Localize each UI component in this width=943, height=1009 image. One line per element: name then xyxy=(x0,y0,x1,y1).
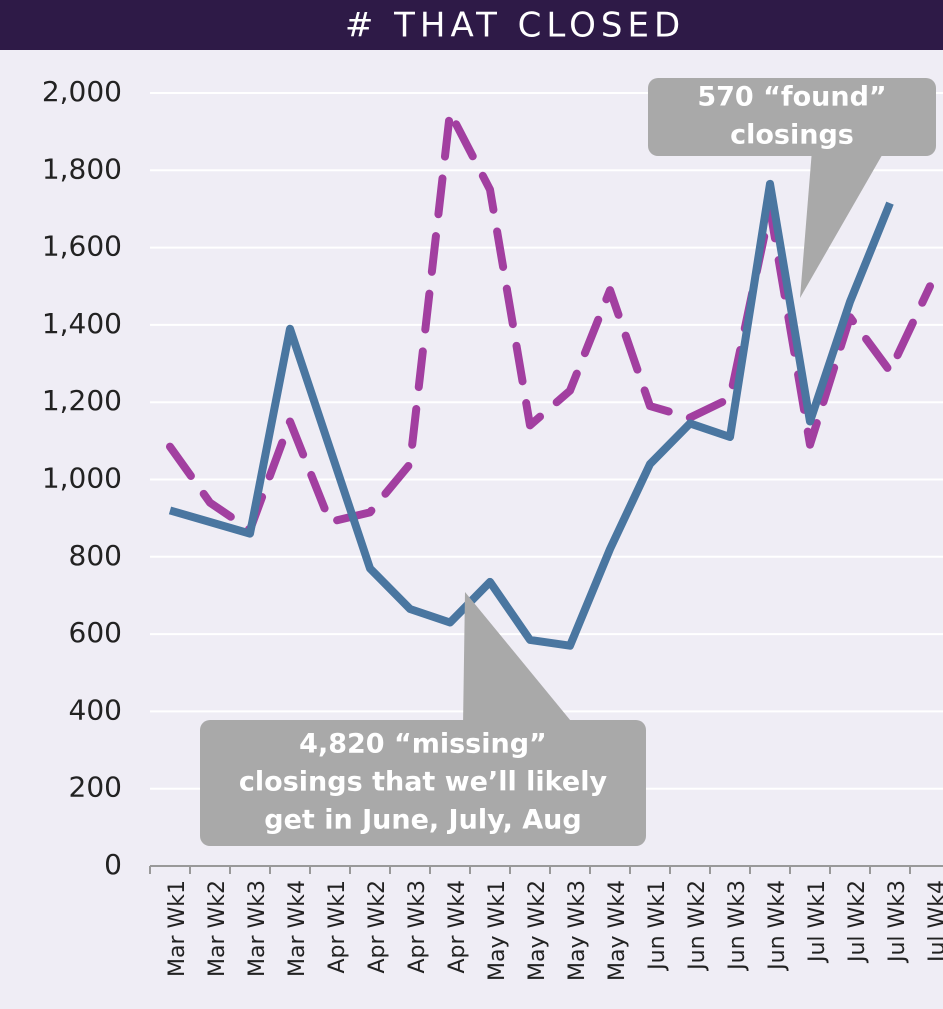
y-tick-label: 800 xyxy=(69,539,122,572)
chart-title: # THAT CLOSED xyxy=(345,6,685,46)
y-tick-label: 1,000 xyxy=(42,462,122,495)
x-tick-label: May Wk3 xyxy=(565,880,590,981)
annotation-text: 570 “found” xyxy=(697,82,886,113)
plot xyxy=(166,108,934,650)
y-tick-label: 1,200 xyxy=(42,384,122,417)
grid: 0 200 400 600 800 1,000 1,200 1,400 1,600 1,800 2,… xyxy=(42,75,943,981)
callout-pointer xyxy=(463,592,575,726)
x-tick-label: Mar Wk4 xyxy=(285,880,310,977)
x-tick-label: Mar Wk1 xyxy=(165,880,190,977)
x-tick-label: Jun Wk3 xyxy=(725,880,750,972)
x-tick-label: Apr Wk4 xyxy=(445,880,470,974)
annotation-text: 4,820 “missing” xyxy=(299,729,547,760)
y-tick-label: 200 xyxy=(69,771,122,804)
y-tick-label: 1,800 xyxy=(42,152,122,185)
callout-box xyxy=(200,720,646,846)
annotation-text: closings that we’ll likely xyxy=(239,767,608,798)
y-tick-label: 1,600 xyxy=(42,230,122,263)
y-tick-label: 600 xyxy=(69,616,122,649)
y-tick-label: 0 xyxy=(104,848,122,881)
callout-box xyxy=(648,78,936,156)
x-tick-label: Jul Wk4 xyxy=(925,880,943,964)
y-tick-label: 2,000 xyxy=(42,75,122,108)
x-tick-label: Jun Wk1 xyxy=(645,880,670,972)
x-tick-label: May Wk4 xyxy=(605,880,630,981)
annotations: 570 “found” closings 4,820 “missing” closin… xyxy=(200,78,936,846)
series-line xyxy=(168,179,894,650)
header-band xyxy=(0,0,943,50)
x-tick-label: Jul Wk3 xyxy=(885,880,910,964)
annotation-text: get in June, July, Aug xyxy=(264,805,581,836)
x-tick-label: Jul Wk2 xyxy=(845,880,870,964)
y-tick-label: 1,400 xyxy=(42,307,122,340)
callout-pointer xyxy=(800,150,885,298)
annotation-text: closings xyxy=(730,120,854,151)
x-tick-label: Apr Wk3 xyxy=(405,880,430,974)
x-tick-label: Apr Wk2 xyxy=(365,880,390,974)
x-tick-label: Jun Wk4 xyxy=(765,880,790,972)
x-tick-label: Mar Wk3 xyxy=(245,880,270,977)
x-tick-label: Mar Wk2 xyxy=(205,880,230,977)
x-tick-label: Jul Wk1 xyxy=(805,880,830,964)
x-tick-label: May Wk1 xyxy=(485,880,510,981)
x-tick-label: May Wk2 xyxy=(525,880,550,981)
x-tick-label: Jun Wk2 xyxy=(685,880,710,972)
x-tick-label: Apr Wk1 xyxy=(325,880,350,974)
y-tick-label: 400 xyxy=(69,693,122,726)
